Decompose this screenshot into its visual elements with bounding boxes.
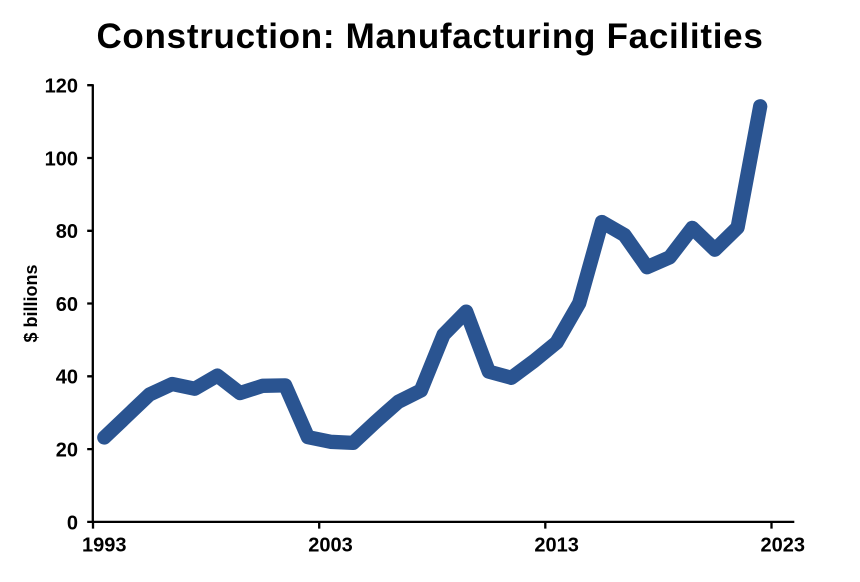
svg-text:60: 60 bbox=[56, 294, 78, 316]
svg-text:1993: 1993 bbox=[82, 535, 127, 557]
svg-text:100: 100 bbox=[45, 148, 78, 170]
svg-text:Construction: Manufacturing Fa: Construction: Manufacturing Facilities bbox=[96, 17, 763, 56]
svg-text:120: 120 bbox=[45, 76, 78, 98]
svg-text:40: 40 bbox=[56, 367, 78, 389]
svg-text:20: 20 bbox=[56, 440, 78, 462]
svg-text:2003: 2003 bbox=[308, 535, 353, 557]
svg-text:2013: 2013 bbox=[534, 535, 579, 557]
svg-text:$ billions: $ billions bbox=[21, 264, 41, 342]
svg-text:2023: 2023 bbox=[761, 535, 806, 557]
svg-text:0: 0 bbox=[67, 512, 78, 534]
svg-text:80: 80 bbox=[56, 221, 78, 243]
